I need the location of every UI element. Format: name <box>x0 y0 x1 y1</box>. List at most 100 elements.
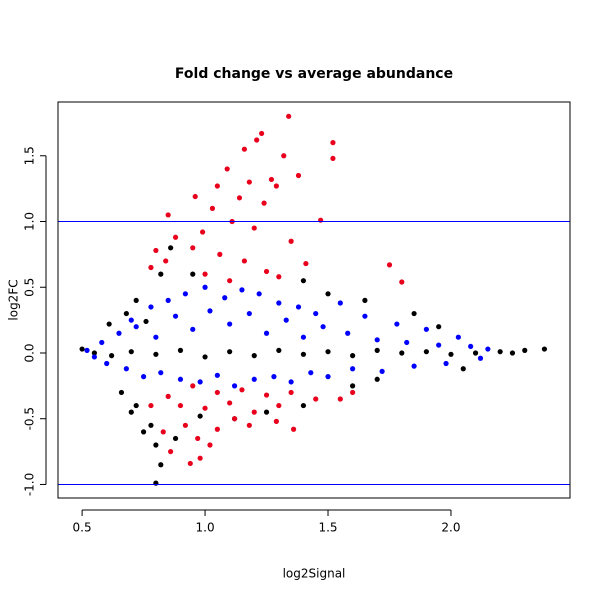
data-point <box>404 339 410 346</box>
data-point <box>153 442 159 448</box>
data-point <box>273 183 279 189</box>
data-point <box>118 389 125 396</box>
data-point <box>308 370 314 376</box>
data-point <box>227 321 233 327</box>
data-point <box>195 435 201 442</box>
data-point <box>214 389 220 396</box>
data-point <box>423 326 429 332</box>
data-point <box>241 258 248 264</box>
data-point <box>263 268 270 275</box>
data-point <box>165 297 171 303</box>
data-point <box>295 172 302 179</box>
data-point <box>246 422 252 428</box>
data-point <box>394 321 400 327</box>
data-point <box>128 409 134 415</box>
data-point <box>362 297 368 303</box>
data-point <box>497 349 503 355</box>
data-point <box>300 351 307 357</box>
data-point <box>345 330 351 336</box>
y-tick-label: -0.5 <box>23 407 37 430</box>
data-point <box>168 245 174 251</box>
data-point <box>231 416 238 422</box>
data-point <box>300 278 307 284</box>
data-point <box>325 291 331 297</box>
data-point <box>303 260 309 267</box>
data-point <box>222 295 228 301</box>
data-point <box>477 355 484 361</box>
x-tick-label: 1.0 <box>196 521 215 535</box>
data-point <box>190 245 196 251</box>
data-point <box>158 271 164 277</box>
data-point <box>251 376 257 382</box>
data-point <box>386 262 393 268</box>
plot-frame <box>57 101 571 499</box>
chart-title: Fold change vs average abundance <box>175 66 453 82</box>
data-point <box>165 393 171 399</box>
data-point <box>182 291 188 297</box>
data-point <box>187 460 193 467</box>
data-point <box>224 166 230 172</box>
data-point <box>165 212 171 218</box>
data-point <box>350 353 356 359</box>
data-point <box>227 278 233 284</box>
x-tick-label: 1.5 <box>318 521 337 535</box>
data-point <box>254 137 260 143</box>
data-point <box>106 321 112 327</box>
data-point <box>128 349 134 355</box>
data-point <box>246 179 252 185</box>
data-point <box>468 343 474 350</box>
data-point <box>313 310 319 317</box>
data-point <box>123 310 129 317</box>
data-point <box>288 379 294 385</box>
data-point <box>325 349 331 355</box>
data-point <box>350 389 356 396</box>
data-point <box>263 409 270 415</box>
data-point <box>374 347 380 353</box>
data-point <box>214 183 220 189</box>
data-point <box>128 317 134 323</box>
data-point <box>320 324 326 330</box>
y-tick-label: -1.0 <box>23 473 37 496</box>
data-point <box>541 346 548 352</box>
data-point <box>109 353 115 359</box>
data-point <box>182 422 188 428</box>
data-point <box>133 402 139 409</box>
data-point <box>276 402 282 409</box>
data-point <box>153 334 159 340</box>
data-point <box>337 396 343 402</box>
data-point <box>227 349 233 355</box>
data-point <box>207 308 213 314</box>
data-point <box>485 346 491 352</box>
data-point <box>190 271 196 277</box>
data-point <box>286 113 292 119</box>
data-point <box>158 370 164 376</box>
data-point <box>172 234 179 240</box>
data-point <box>168 448 174 455</box>
data-point <box>313 396 319 402</box>
data-point <box>379 368 385 374</box>
data-point <box>153 480 159 486</box>
data-point <box>192 193 198 200</box>
data-point <box>153 247 159 254</box>
data-point <box>251 225 257 231</box>
data-point <box>273 418 279 424</box>
y-tick-label: 1.0 <box>23 212 37 231</box>
plot-area <box>58 113 570 486</box>
data-point <box>411 363 417 369</box>
data-point <box>133 324 139 330</box>
data-point <box>140 374 147 380</box>
data-point <box>337 300 343 306</box>
data-point <box>436 324 442 330</box>
data-point <box>197 413 203 419</box>
data-point <box>104 360 110 367</box>
data-point <box>330 140 336 146</box>
data-point <box>199 229 206 235</box>
data-point <box>99 339 105 346</box>
data-point <box>197 379 203 385</box>
data-point <box>455 334 461 340</box>
data-point <box>148 422 154 428</box>
y-tick-label: 0.5 <box>23 278 37 297</box>
data-point <box>330 155 336 162</box>
data-point <box>84 347 90 353</box>
